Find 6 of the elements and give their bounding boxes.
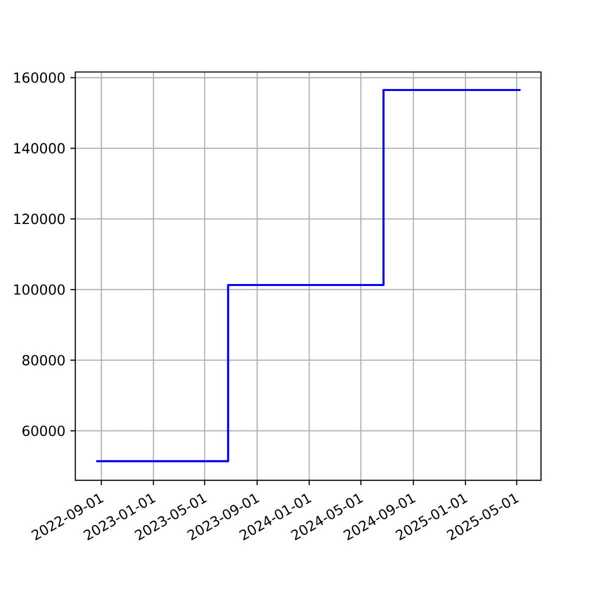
y-tick-label: 100000 [14,284,65,295]
y-tick-label: 140000 [14,143,65,154]
y-tick-label: 60000 [22,426,65,436]
y-tick-label: 160000 [14,72,65,83]
y-tick-label: 120000 [14,214,65,224]
y-tick-label: 80000 [22,354,65,366]
